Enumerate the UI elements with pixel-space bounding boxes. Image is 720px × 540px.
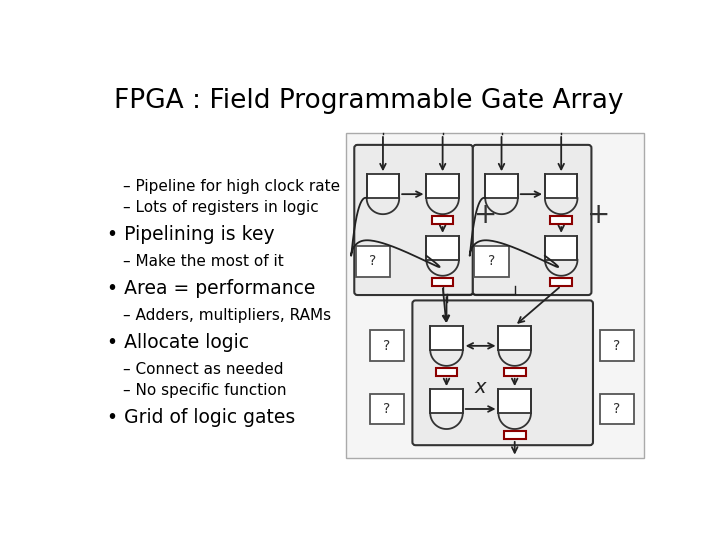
Bar	[426, 236, 459, 260]
Text: ?: ?	[383, 402, 390, 416]
Bar	[545, 174, 577, 198]
Bar	[600, 330, 634, 361]
Text: x: x	[475, 378, 486, 397]
Bar	[426, 174, 459, 198]
Bar	[346, 132, 644, 457]
Bar	[474, 246, 508, 276]
Bar	[436, 368, 457, 376]
Bar	[431, 389, 463, 413]
Bar	[370, 394, 404, 424]
Text: ?: ?	[613, 339, 621, 353]
Text: • Area = performance: • Area = performance	[107, 279, 315, 298]
FancyBboxPatch shape	[354, 145, 473, 295]
Text: • Pipelining is key: • Pipelining is key	[107, 225, 274, 244]
Text: – Connect as needed: – Connect as needed	[124, 362, 284, 377]
Text: – Pipeline for high clock rate: – Pipeline for high clock rate	[124, 179, 341, 194]
Bar	[485, 174, 518, 198]
Bar	[432, 217, 454, 224]
FancyBboxPatch shape	[413, 300, 593, 445]
Bar	[432, 278, 454, 286]
FancyBboxPatch shape	[473, 145, 591, 295]
Text: • Allocate logic: • Allocate logic	[107, 333, 248, 352]
Text: – Make the most of it: – Make the most of it	[124, 254, 284, 269]
Bar	[370, 330, 404, 361]
Bar	[600, 394, 634, 424]
Text: – No specific function: – No specific function	[124, 383, 287, 398]
Text: – Adders, multipliers, RAMs: – Adders, multipliers, RAMs	[124, 308, 332, 323]
Bar	[504, 368, 526, 376]
Bar	[498, 389, 531, 413]
Bar	[366, 174, 399, 198]
Text: FPGA : Field Programmable Gate Array: FPGA : Field Programmable Gate Array	[114, 88, 624, 114]
Text: ?: ?	[369, 254, 377, 268]
Text: +: +	[588, 201, 611, 229]
Bar	[356, 246, 390, 276]
Text: ?: ?	[613, 402, 621, 416]
Bar	[550, 278, 572, 286]
Bar	[431, 326, 463, 350]
Bar	[550, 217, 572, 224]
Text: • Grid of logic gates: • Grid of logic gates	[107, 408, 295, 427]
Bar	[504, 431, 526, 439]
Text: ?: ?	[383, 339, 390, 353]
Text: ?: ?	[488, 254, 495, 268]
Text: – Lots of registers in logic: – Lots of registers in logic	[124, 200, 319, 215]
Bar	[498, 326, 531, 350]
Text: +: +	[474, 201, 497, 229]
Bar	[545, 236, 577, 260]
